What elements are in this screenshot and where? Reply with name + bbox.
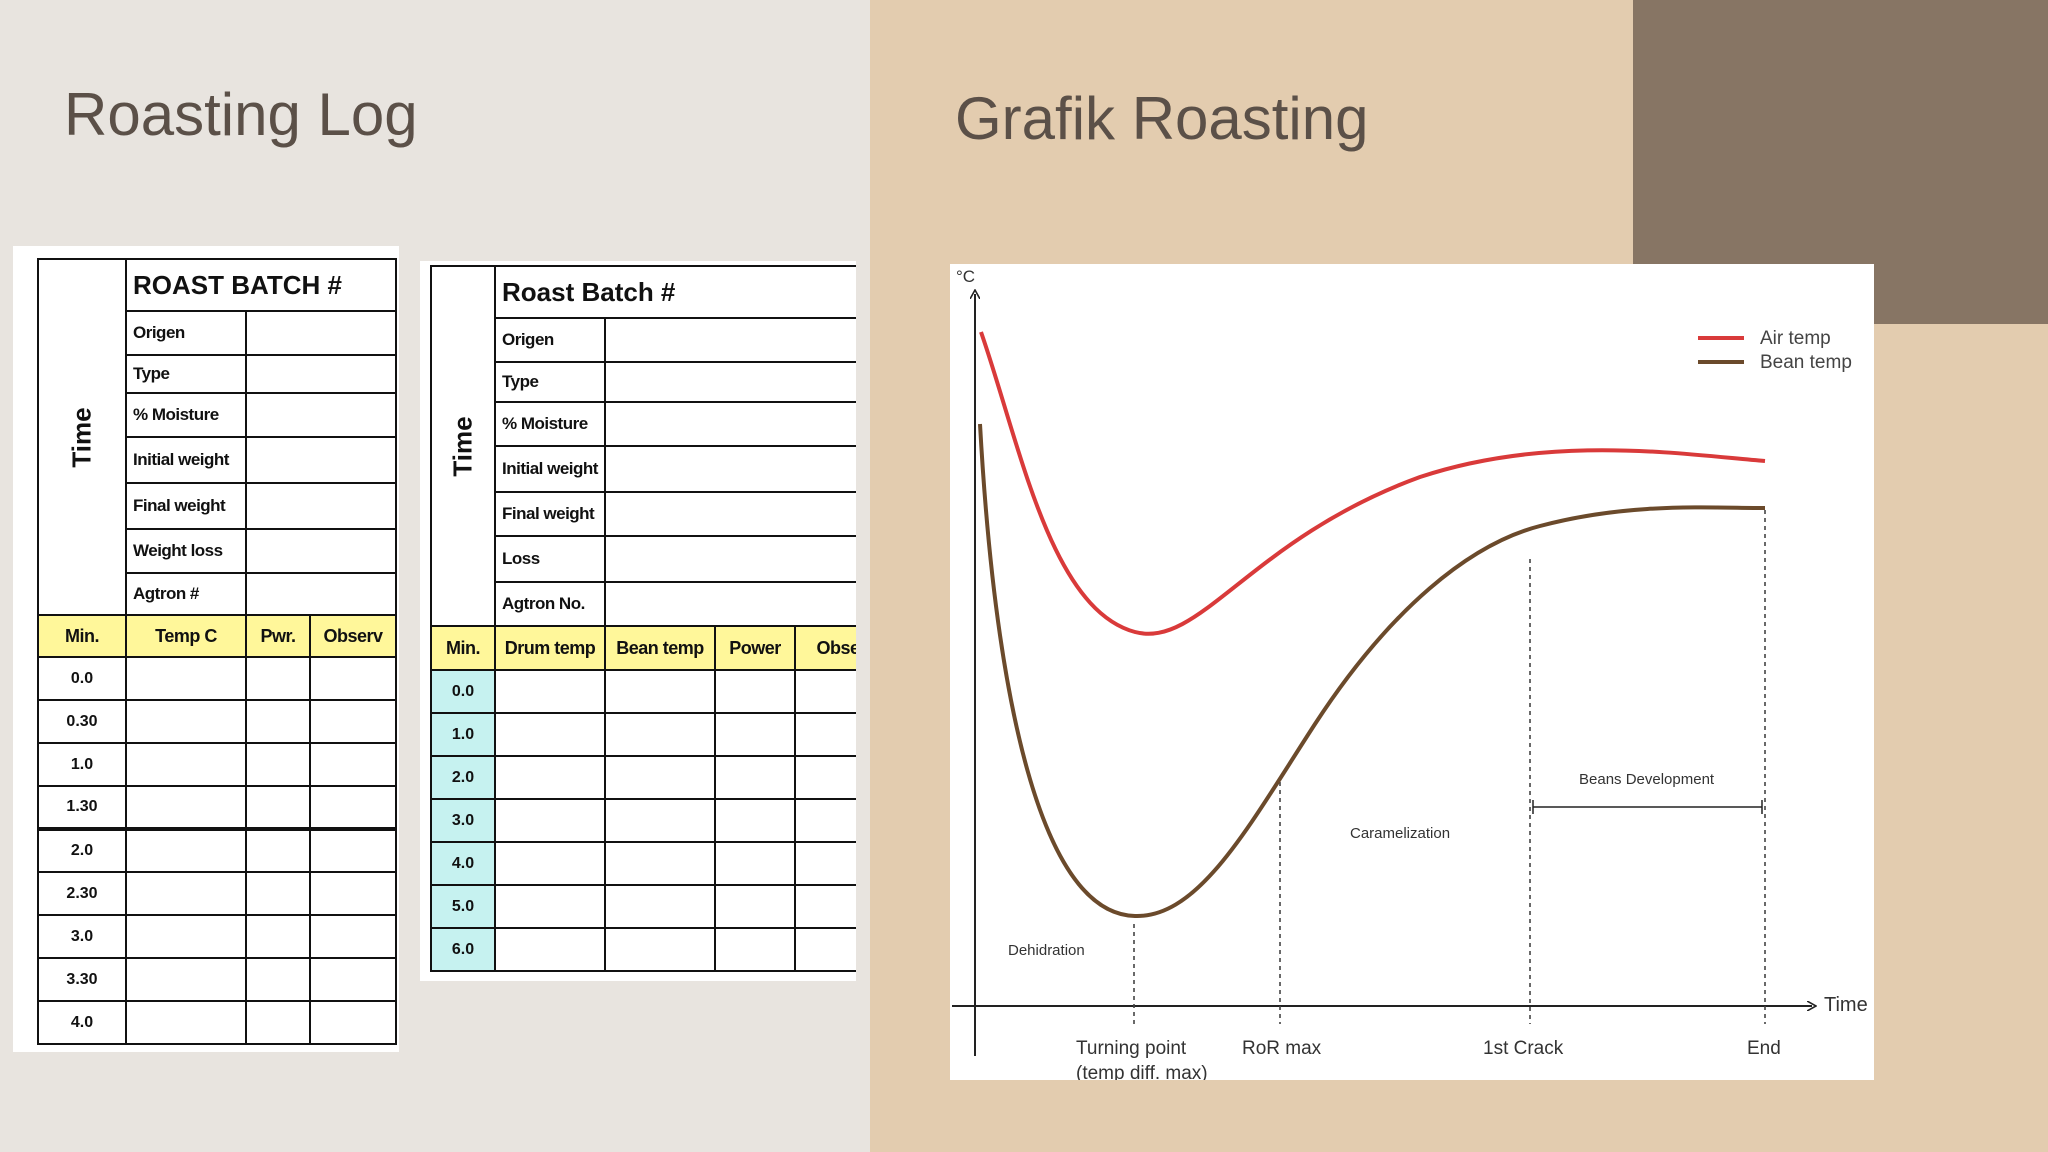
batch-title: ROAST BATCH #: [124, 258, 398, 312]
phase-dehydration: Dehidration: [1008, 942, 1085, 959]
time-label: Time: [66, 406, 97, 468]
phase-caramelization: Caramelization: [1350, 825, 1450, 842]
time-label-cell: Time: [37, 258, 127, 616]
column-header: Min.: [37, 614, 127, 658]
column-header: Min.: [430, 625, 496, 671]
field-value: [244, 354, 398, 394]
roast-log-sheet-2: Time Roast Batch # Origen Type % Moistur…: [420, 261, 856, 981]
roast-log-table-1: Time ROAST BATCH # Origen Type % Moistur…: [37, 258, 398, 1045]
minute-cell: 1.0: [430, 712, 496, 757]
field-label: Origen: [125, 310, 247, 356]
minute-cell: 3.0: [37, 914, 127, 959]
field-label: Agtron No.: [494, 581, 606, 627]
column-header: Observ: [308, 614, 398, 658]
marker-turning-point: Turning point: [1076, 1038, 1187, 1059]
legend-label-air: Air temp: [1760, 328, 1831, 349]
minute-cell: 6.0: [430, 927, 496, 972]
x-axis-label: Time: [1824, 994, 1868, 1016]
field-label: Weight loss: [125, 528, 247, 574]
field-value: [603, 401, 856, 447]
field-label: Type: [494, 361, 606, 403]
field-label: Final weight: [494, 491, 606, 537]
field-label: % Moisture: [494, 401, 606, 447]
air-temp-curve: [979, 331, 1766, 636]
field-value: [244, 572, 398, 616]
field-label: Initial weight: [494, 445, 606, 493]
marker-first-crack: 1st Crack: [1483, 1038, 1564, 1059]
field-label: Origen: [494, 317, 606, 363]
field-value: [603, 317, 856, 363]
marker-end: End: [1747, 1038, 1781, 1059]
legend-label-bean: Bean temp: [1760, 352, 1852, 373]
minute-cell: 3.30: [37, 957, 127, 1002]
minute-cell: 1.0: [37, 742, 127, 787]
field-value: [244, 528, 398, 574]
column-header: Temp C: [125, 614, 247, 658]
roasting-log-title: Roasting Log: [64, 81, 418, 148]
minute-cell: 4.0: [430, 841, 496, 886]
roasting-curve-diagram: °C Time Air temp Bean temp Dehidration C…: [950, 264, 1874, 1080]
field-value: [603, 535, 856, 583]
field-value: [603, 445, 856, 493]
column-header: Drum temp: [494, 625, 606, 671]
roast-log-sheet-1: Time ROAST BATCH # Origen Type % Moistur…: [13, 246, 399, 1052]
time-label-cell: Time: [430, 265, 496, 627]
minute-cell: 2.0: [37, 827, 127, 873]
minute-cell: 2.0: [430, 755, 496, 800]
field-value: [244, 392, 398, 438]
phase-beans-development: Beans Development: [1579, 771, 1715, 788]
column-header: Pwr.: [245, 614, 311, 658]
minute-cell: 0.0: [430, 669, 496, 714]
field-label: Agtron #: [125, 572, 247, 616]
field-label: Initial weight: [125, 436, 247, 484]
field-value: [244, 310, 398, 356]
y-axis-unit: °C: [956, 267, 975, 286]
column-header: Power: [714, 625, 796, 671]
field-value: [244, 482, 398, 530]
field-label: Type: [125, 354, 247, 394]
bean-temp-curve: [978, 423, 1766, 919]
minute-cell: 4.0: [37, 1000, 127, 1045]
column-header: Bean temp: [604, 625, 716, 671]
field-value: [603, 581, 856, 627]
marker-ror-max: RoR max: [1242, 1038, 1322, 1059]
minute-cell: 3.0: [430, 798, 496, 843]
minute-cell: 0.0: [37, 656, 127, 701]
field-label: Final weight: [125, 482, 247, 530]
minute-cell: 1.30: [37, 785, 127, 830]
minute-cell: 2.30: [37, 871, 127, 916]
field-value: [244, 436, 398, 484]
column-header: Obse: [793, 625, 856, 671]
minute-cell: 0.30: [37, 699, 127, 744]
batch-title: Roast Batch #: [493, 265, 856, 319]
time-label: Time: [447, 415, 478, 477]
minute-cell: 5.0: [430, 884, 496, 929]
field-value: [603, 491, 856, 537]
marker-turning-point-note: (temp diff. max): [1076, 1063, 1208, 1080]
roasting-curve-svg: °C Time Air temp Bean temp Dehidration C…: [952, 267, 1868, 1080]
field-label: % Moisture: [125, 392, 247, 438]
roasting-chart-title: Grafik Roasting: [955, 85, 1369, 152]
field-value: [603, 361, 856, 403]
field-label: Loss: [494, 535, 606, 583]
roast-log-table-2: Time Roast Batch # Origen Type % Moistur…: [430, 265, 856, 972]
